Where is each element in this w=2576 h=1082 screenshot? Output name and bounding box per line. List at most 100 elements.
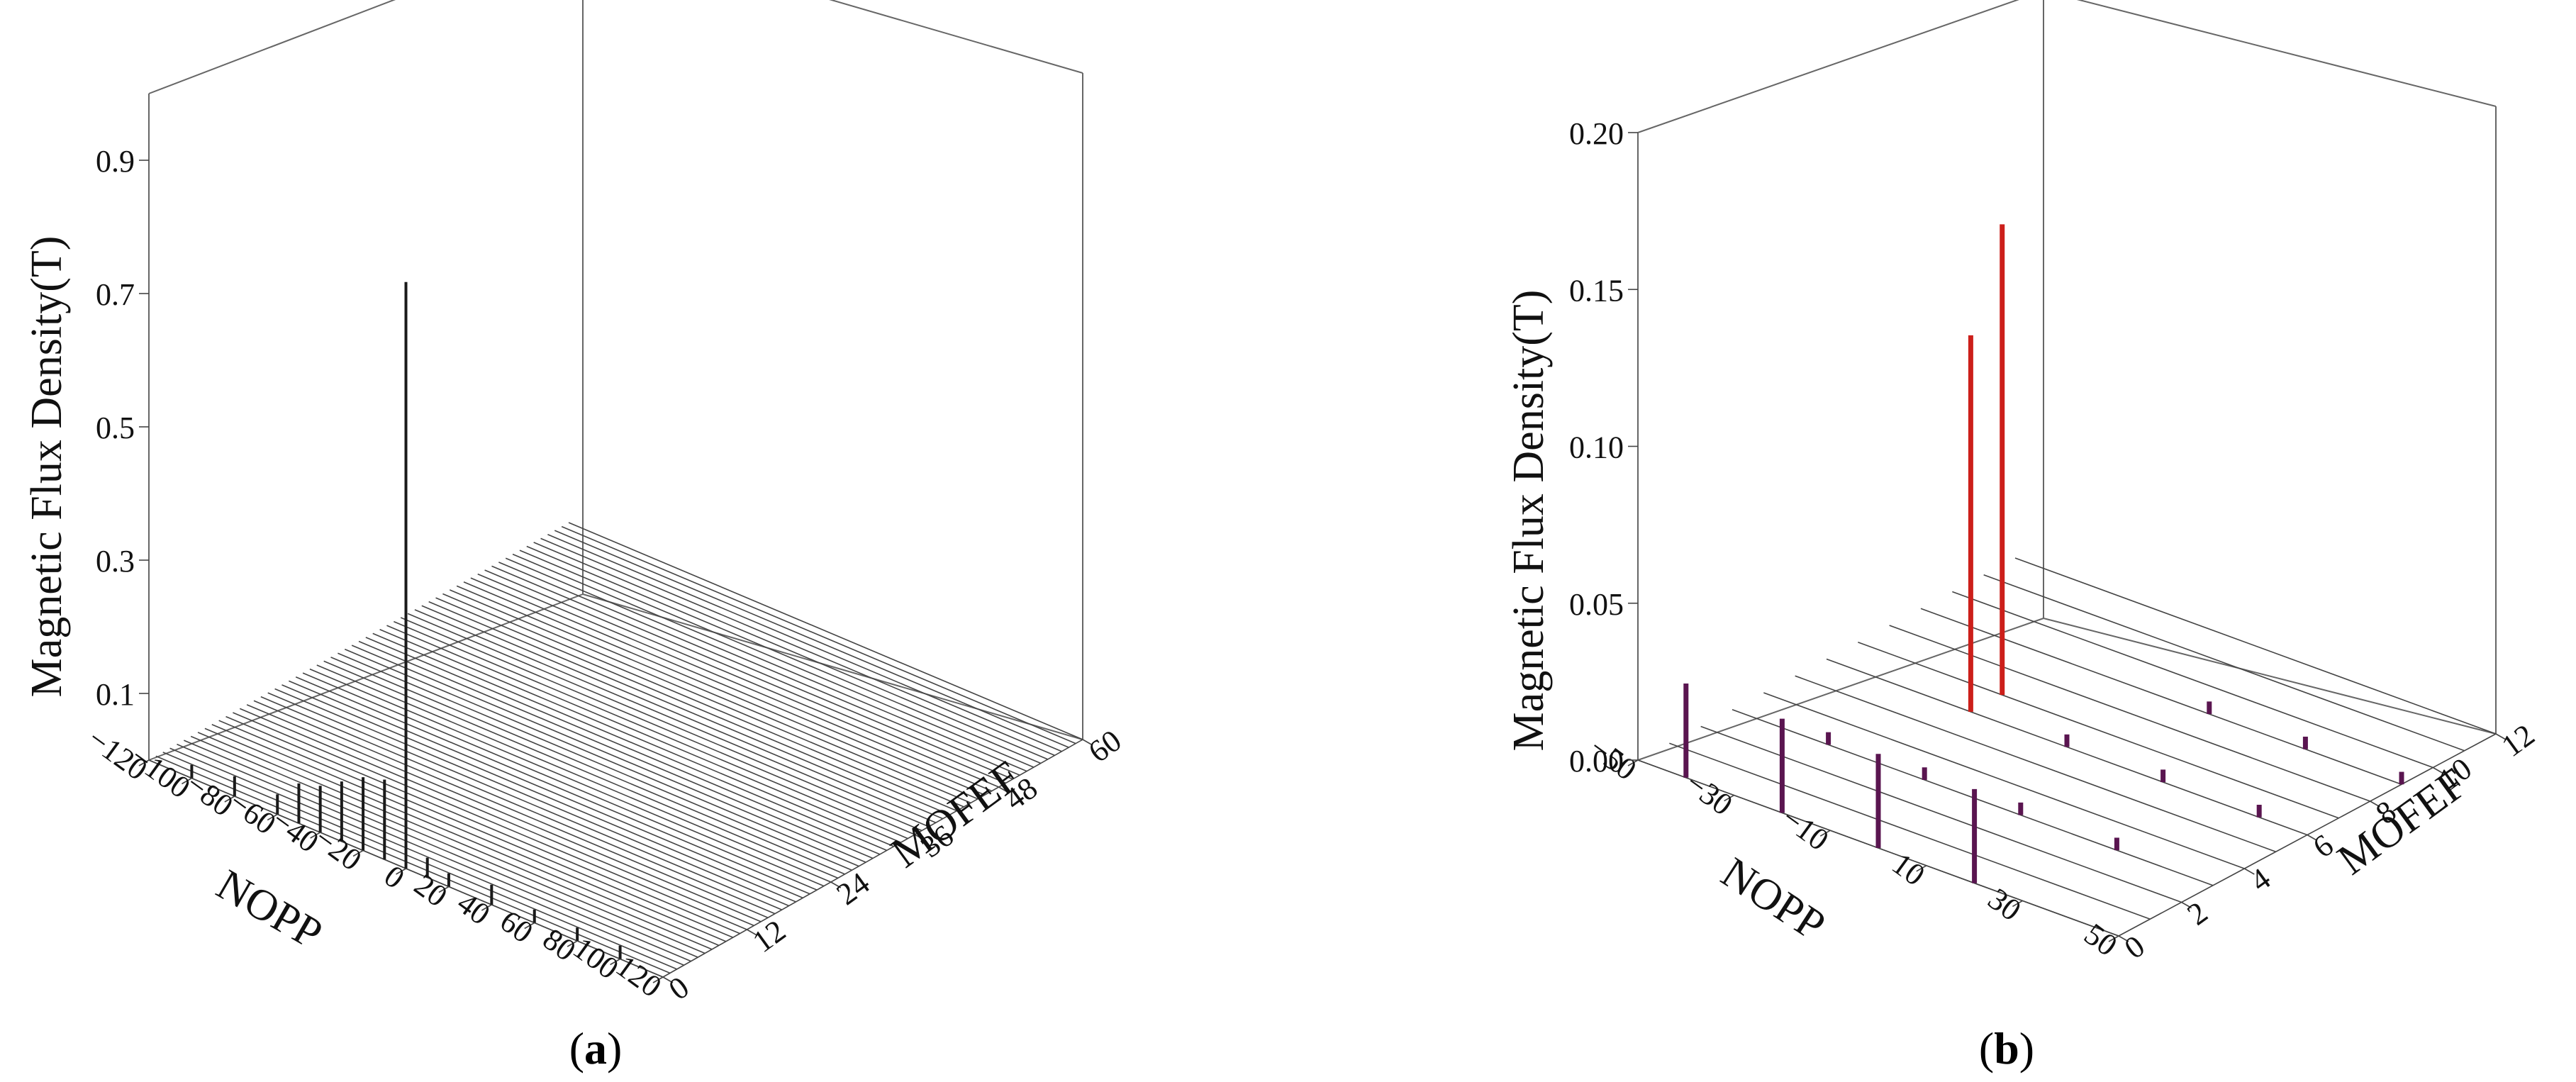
b-y-tick-label: 4 xyxy=(2243,861,2277,899)
b-edge-top-left xyxy=(1637,0,2019,133)
a-series-line xyxy=(302,672,818,891)
a-x-tick-mark xyxy=(610,958,620,966)
a-series-line xyxy=(554,530,1069,748)
b-series-line xyxy=(1763,692,2245,869)
a-series-line xyxy=(505,557,1020,776)
chart-b-panel-letter: b xyxy=(1994,1023,2019,1073)
a-y-tick-label: 0 xyxy=(662,970,696,1008)
b-y-tick-mark xyxy=(2243,868,2255,875)
a-x-tick-mark xyxy=(224,796,235,803)
a-y-tick-mark xyxy=(998,786,1009,793)
a-series-line xyxy=(162,752,678,970)
a-edge-top-right xyxy=(829,0,1083,74)
a-series-line xyxy=(498,562,1013,780)
a-series-line xyxy=(225,715,740,935)
a-series-line xyxy=(267,692,783,910)
a-y-tick-label: 24 xyxy=(830,866,876,913)
b-series-line xyxy=(1889,625,2370,802)
a-series-line xyxy=(177,743,691,962)
a-series-line xyxy=(309,668,825,887)
a-y-tick-mark xyxy=(662,976,674,983)
a-series-line xyxy=(338,652,852,871)
chart-b-box xyxy=(1637,0,2497,937)
b-y-tick-mark xyxy=(2495,733,2507,740)
b-y-tick-mark xyxy=(2370,801,2381,808)
a-series-line xyxy=(519,550,1035,768)
b-series-line xyxy=(1858,641,2339,819)
b-x-tick-mark xyxy=(1627,759,1639,766)
chart-panel-a: −120 −100 −80 −60 −40 −20 0 20 40 60 80 100 120 0 12 2… xyxy=(0,0,1276,1082)
a-series-line xyxy=(344,648,859,867)
a-series-line xyxy=(512,553,1027,772)
a-series-line xyxy=(253,700,769,918)
a-series-line xyxy=(540,537,1055,757)
a-series-line xyxy=(281,684,796,903)
a-series-line xyxy=(561,525,1076,744)
a-series-line xyxy=(274,688,789,907)
a-series-line xyxy=(289,680,803,899)
a-x-tick-label: 0 xyxy=(378,859,411,896)
a-x-tick-mark xyxy=(267,813,278,821)
chart-a-grid xyxy=(148,522,1083,978)
a-series-line xyxy=(400,617,915,835)
a-series-line xyxy=(155,755,671,974)
a-series-line xyxy=(246,704,762,922)
a-series-line xyxy=(190,735,706,954)
a-series-line xyxy=(526,545,1042,764)
chart-a-z-axis-label: Magnetic Flux Density(T) xyxy=(23,236,71,698)
b-z-tick-label: 0.20 xyxy=(1569,116,1624,151)
b-z-tick-label: 0.10 xyxy=(1569,430,1624,465)
a-series-line xyxy=(547,534,1062,752)
chart-a-x-axis-label: NOPP xyxy=(208,861,330,959)
a-x-tick-mark xyxy=(652,976,664,983)
a-series-line xyxy=(421,605,937,823)
a-series-line xyxy=(211,724,727,942)
b-y-tick-mark xyxy=(2118,935,2129,942)
a-series-line xyxy=(568,522,1083,740)
b-x-tick-mark xyxy=(2012,900,2023,908)
b-y-tick-label: 12 xyxy=(2495,718,2541,764)
b-y-tick-mark xyxy=(2181,901,2192,909)
a-z-tick-label: 0.5 xyxy=(96,411,135,445)
b-x-tick-mark xyxy=(2108,935,2119,942)
a-series-line xyxy=(491,565,1006,784)
a-x-tick-label: 20 xyxy=(408,867,453,914)
a-z-tick-label: 0.3 xyxy=(96,544,135,579)
a-series-line xyxy=(169,747,684,966)
chart-b-z-axis-label: Magnetic Flux Density(T) xyxy=(1505,290,1553,752)
a-edge-top-left xyxy=(148,0,396,94)
b-x-tick-mark xyxy=(1724,794,1734,802)
b-series-line xyxy=(1983,574,2465,752)
a-z-tick-label: 0.7 xyxy=(96,277,135,312)
a-x-tick-mark xyxy=(352,849,364,857)
b-z-tick-label: 0.05 xyxy=(1569,587,1624,622)
b-series-line xyxy=(1952,591,2433,769)
chart-a-y-axis-label: MOFEF xyxy=(883,752,1030,878)
b-x-tick-mark xyxy=(1819,830,1831,837)
b-edge-floor-back-right xyxy=(2043,618,2497,735)
a-y-tick-mark xyxy=(1082,739,1093,746)
b-edge-top-right xyxy=(2076,0,2497,107)
b-series-line xyxy=(1920,608,2402,786)
a-y-tick-label: 60 xyxy=(1082,723,1127,770)
chart-a-panel-letter: a xyxy=(584,1023,607,1073)
a-series-line xyxy=(449,589,964,808)
a-z-tick-label: 0.1 xyxy=(96,677,135,712)
chart-a-spikes xyxy=(190,281,622,959)
chart-a-panel-label: (a) xyxy=(569,1023,623,1073)
a-x-tick-mark xyxy=(138,759,150,766)
a-y-tick-mark xyxy=(830,881,842,888)
a-series-line xyxy=(470,577,986,796)
a-series-line xyxy=(239,708,754,927)
a-y-tick-label: 12 xyxy=(746,913,791,960)
a-x-tick-label: 40 xyxy=(451,886,496,932)
a-series-line xyxy=(184,740,698,958)
a-x-tick-mark xyxy=(396,868,406,875)
a-series-line xyxy=(316,664,832,883)
